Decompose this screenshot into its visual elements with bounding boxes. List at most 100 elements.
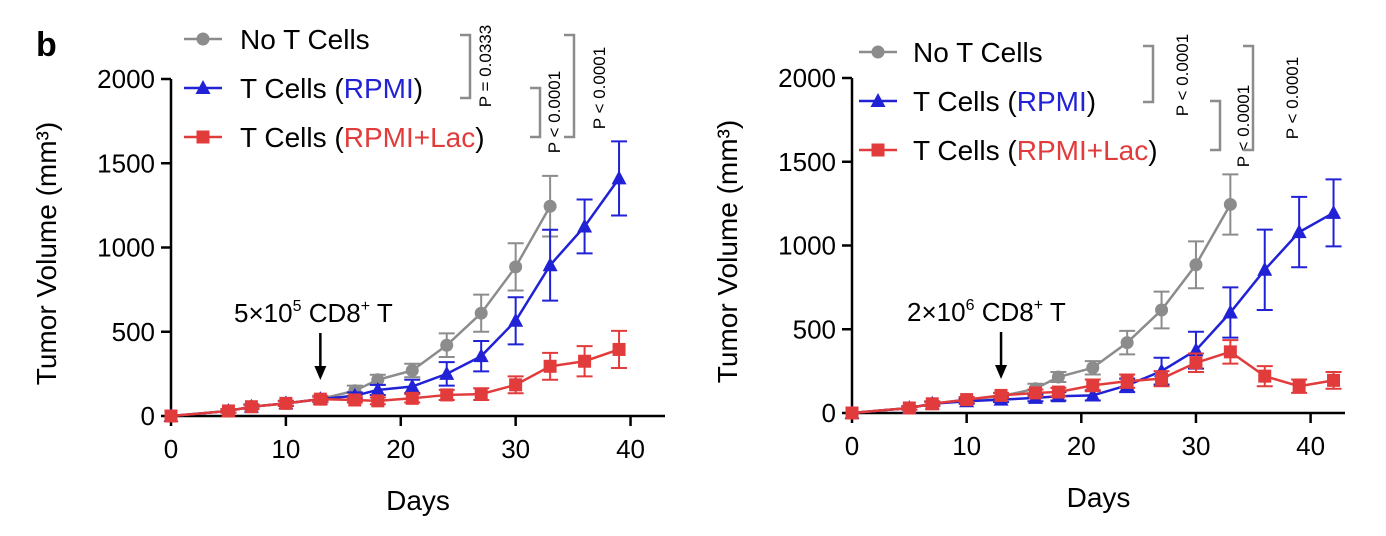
data-point	[960, 393, 974, 407]
injection-arrowhead	[314, 366, 327, 380]
annotation-sup: +	[1034, 297, 1043, 314]
data-point	[543, 199, 557, 213]
data-point	[1258, 369, 1272, 383]
p-value-label: P < 0.0001	[1283, 57, 1302, 139]
series-line	[170, 348, 620, 418]
y-tick-label: 500	[112, 317, 155, 347]
significance-bracket	[564, 33, 576, 139]
significance-bracket	[530, 86, 542, 139]
significance-bracket	[460, 33, 472, 100]
series-square	[845, 339, 1342, 420]
annotation-sup: 5	[293, 298, 302, 315]
data-point	[1292, 379, 1306, 393]
annotation-part: CD8	[301, 298, 360, 328]
data-point	[611, 170, 627, 185]
data-point	[1291, 224, 1307, 239]
data-point	[925, 397, 939, 411]
x-tick-label: 40	[616, 434, 645, 464]
x-axis-title: Days	[386, 485, 450, 516]
series-square	[164, 329, 628, 423]
annotation-part: 5×10	[234, 298, 293, 328]
legend-marker	[871, 143, 885, 157]
data-point	[371, 394, 385, 408]
data-point	[405, 364, 419, 378]
data-point	[313, 392, 327, 406]
data-point	[577, 218, 593, 233]
data-point	[994, 388, 1008, 402]
data-point	[612, 342, 626, 356]
legend-label-part: T Cells (	[913, 135, 1017, 166]
data-point	[473, 348, 489, 363]
data-point	[439, 365, 455, 380]
x-tick-label: 0	[845, 431, 859, 461]
panel-label: b	[36, 26, 57, 64]
data-point	[902, 401, 916, 415]
data-point	[279, 396, 293, 410]
data-point	[509, 378, 523, 392]
p-value-label: P < 0.0001	[590, 47, 609, 129]
y-tick-label: 0	[822, 398, 836, 428]
data-point	[509, 260, 523, 274]
legend-label-condition: RPMI+Lac	[1017, 135, 1149, 166]
data-point	[1155, 372, 1169, 386]
p-value-label: P < 0.0001	[1173, 34, 1192, 116]
y-tick-label: 1500	[97, 148, 155, 178]
legend-label: T Cells (RPMI+Lac)	[913, 135, 1158, 166]
x-tick-label: 30	[501, 434, 530, 464]
legend-label: No T Cells	[913, 37, 1043, 68]
data-point	[1051, 370, 1065, 384]
data-point	[1120, 374, 1134, 388]
legend-marker	[870, 93, 886, 107]
data-point	[1223, 345, 1237, 359]
data-point	[1326, 204, 1342, 219]
legend-label: T Cells (RPMI)	[913, 86, 1096, 117]
x-tick-label: 10	[952, 431, 981, 461]
annotation-part: CD8	[974, 297, 1033, 327]
legend-label-condition: RPMI	[1017, 86, 1087, 117]
annotation-sup: +	[361, 298, 370, 315]
injection-annotation: 2×106 CD8+ T	[907, 297, 1066, 327]
x-tick-label: 40	[1296, 431, 1325, 461]
legend-label-part: )	[1087, 86, 1096, 117]
legend-label-part: T Cells (	[913, 86, 1017, 117]
legend-label: T Cells (RPMI)	[240, 73, 423, 104]
data-point	[845, 406, 859, 420]
data-point	[1051, 385, 1065, 399]
data-point	[1120, 336, 1134, 350]
data-point	[1086, 361, 1100, 375]
y-tick-label: 0	[141, 401, 155, 431]
data-point	[1223, 197, 1237, 211]
data-point	[1189, 258, 1203, 272]
data-point	[370, 381, 386, 396]
legend-marker	[196, 32, 210, 46]
y-tick-label: 500	[793, 314, 836, 344]
legend-marker	[871, 45, 885, 59]
data-point	[440, 388, 454, 402]
data-point	[1086, 378, 1100, 392]
x-tick-label: 10	[271, 434, 300, 464]
significance-bracket	[1243, 44, 1255, 152]
annotation-part: T	[1043, 297, 1066, 327]
legend-label-part: T Cells (	[240, 73, 344, 104]
x-tick-label: 30	[1181, 431, 1210, 461]
legend-label-part: )	[475, 122, 484, 153]
legend-label-part: )	[1148, 135, 1157, 166]
data-point	[244, 400, 258, 414]
data-point	[348, 393, 362, 407]
p-value-label: P < 0.0001	[545, 71, 564, 153]
data-point	[164, 409, 178, 423]
annotation-sup: 6	[966, 297, 975, 314]
y-tick-label: 2000	[97, 64, 155, 94]
legend-label: T Cells (RPMI+Lac)	[240, 122, 485, 153]
injection-annotation: 5×105 CD8+ T	[234, 298, 393, 328]
data-point	[404, 378, 420, 393]
legend-label-part: T Cells (	[240, 122, 344, 153]
tumor-volume-chart-left: 0 10 20 30 40 0 500 1000 1500 2000 Days Tumor Volum…	[31, 24, 665, 516]
data-point	[1189, 356, 1203, 370]
data-point	[1222, 304, 1238, 319]
legend-label-condition: RPMI+Lac	[344, 122, 476, 153]
p-value-label: P = 0.0333	[476, 25, 495, 107]
data-point	[474, 306, 488, 320]
legend-marker	[196, 130, 210, 144]
